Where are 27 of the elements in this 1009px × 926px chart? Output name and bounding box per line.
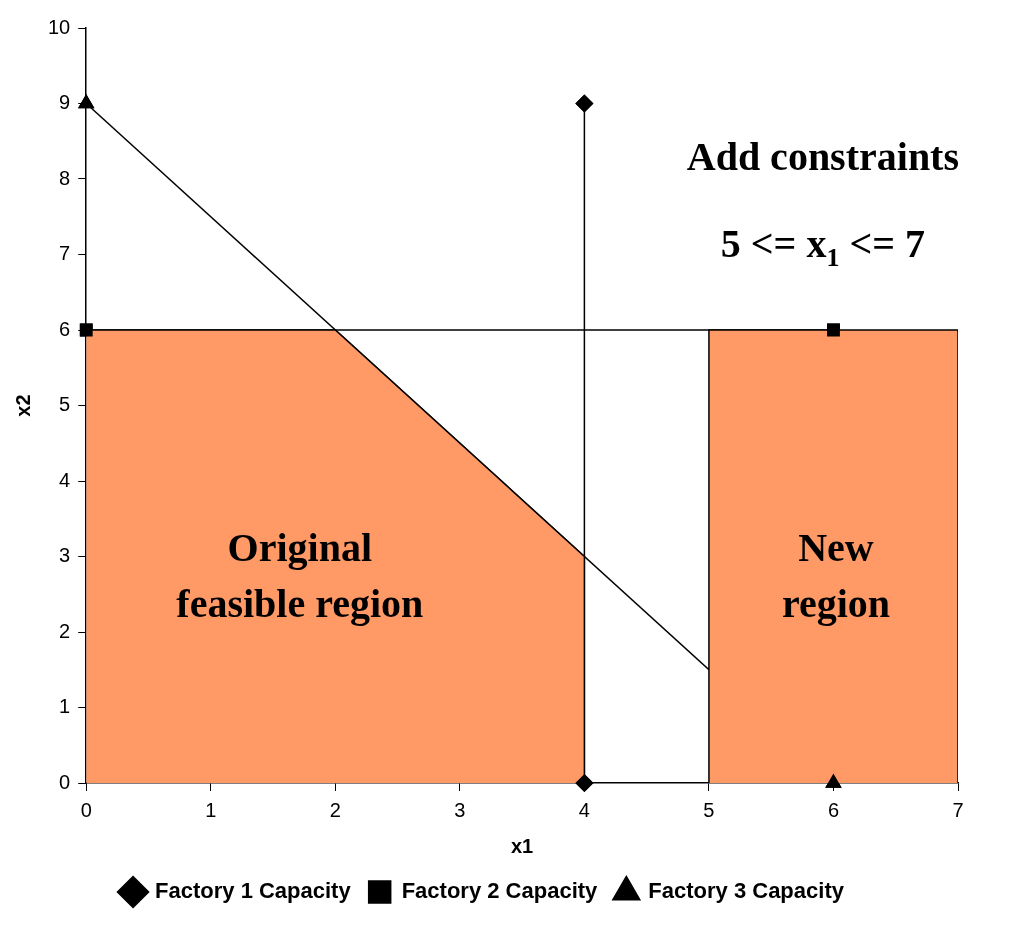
y-tick-label: 3: [59, 544, 71, 567]
legend-label: Factory 2 Capacity: [401, 878, 599, 904]
y-tick-label: 2: [59, 619, 71, 642]
annotation: Original feasible region: [176, 525, 424, 627]
annotation: New region: [781, 525, 891, 627]
y-tick-label: 1: [59, 695, 71, 718]
x-axis-title: x1: [511, 834, 534, 857]
x-tick-label: 0: [80, 798, 92, 821]
y-tick-label: 7: [59, 242, 71, 265]
y-axis-title: x2: [11, 394, 34, 417]
y-tick-label: 4: [59, 468, 71, 491]
y-tick-label: 6: [59, 317, 71, 340]
y-tick-label: 8: [59, 166, 71, 189]
y-tick-label: 10: [48, 15, 71, 38]
x-tick-label: 5: [703, 798, 715, 821]
x-tick-label: 4: [578, 798, 590, 821]
y-tick-label: 5: [59, 393, 71, 416]
x-tick-label: 6: [827, 798, 840, 821]
legend-label: Factory 3 Capacity: [648, 878, 845, 904]
annotation: Add constraints: [686, 134, 960, 180]
y-tick-label: 9: [59, 91, 71, 114]
x-tick-label: 2: [329, 798, 341, 821]
x-tick-label: 7: [952, 798, 964, 821]
legend-label: Factory 1 Capacity: [155, 878, 352, 904]
y-tick-label: 0: [59, 770, 71, 793]
x-tick-label: 3: [454, 798, 466, 821]
x-tick-label: 1: [205, 798, 217, 821]
